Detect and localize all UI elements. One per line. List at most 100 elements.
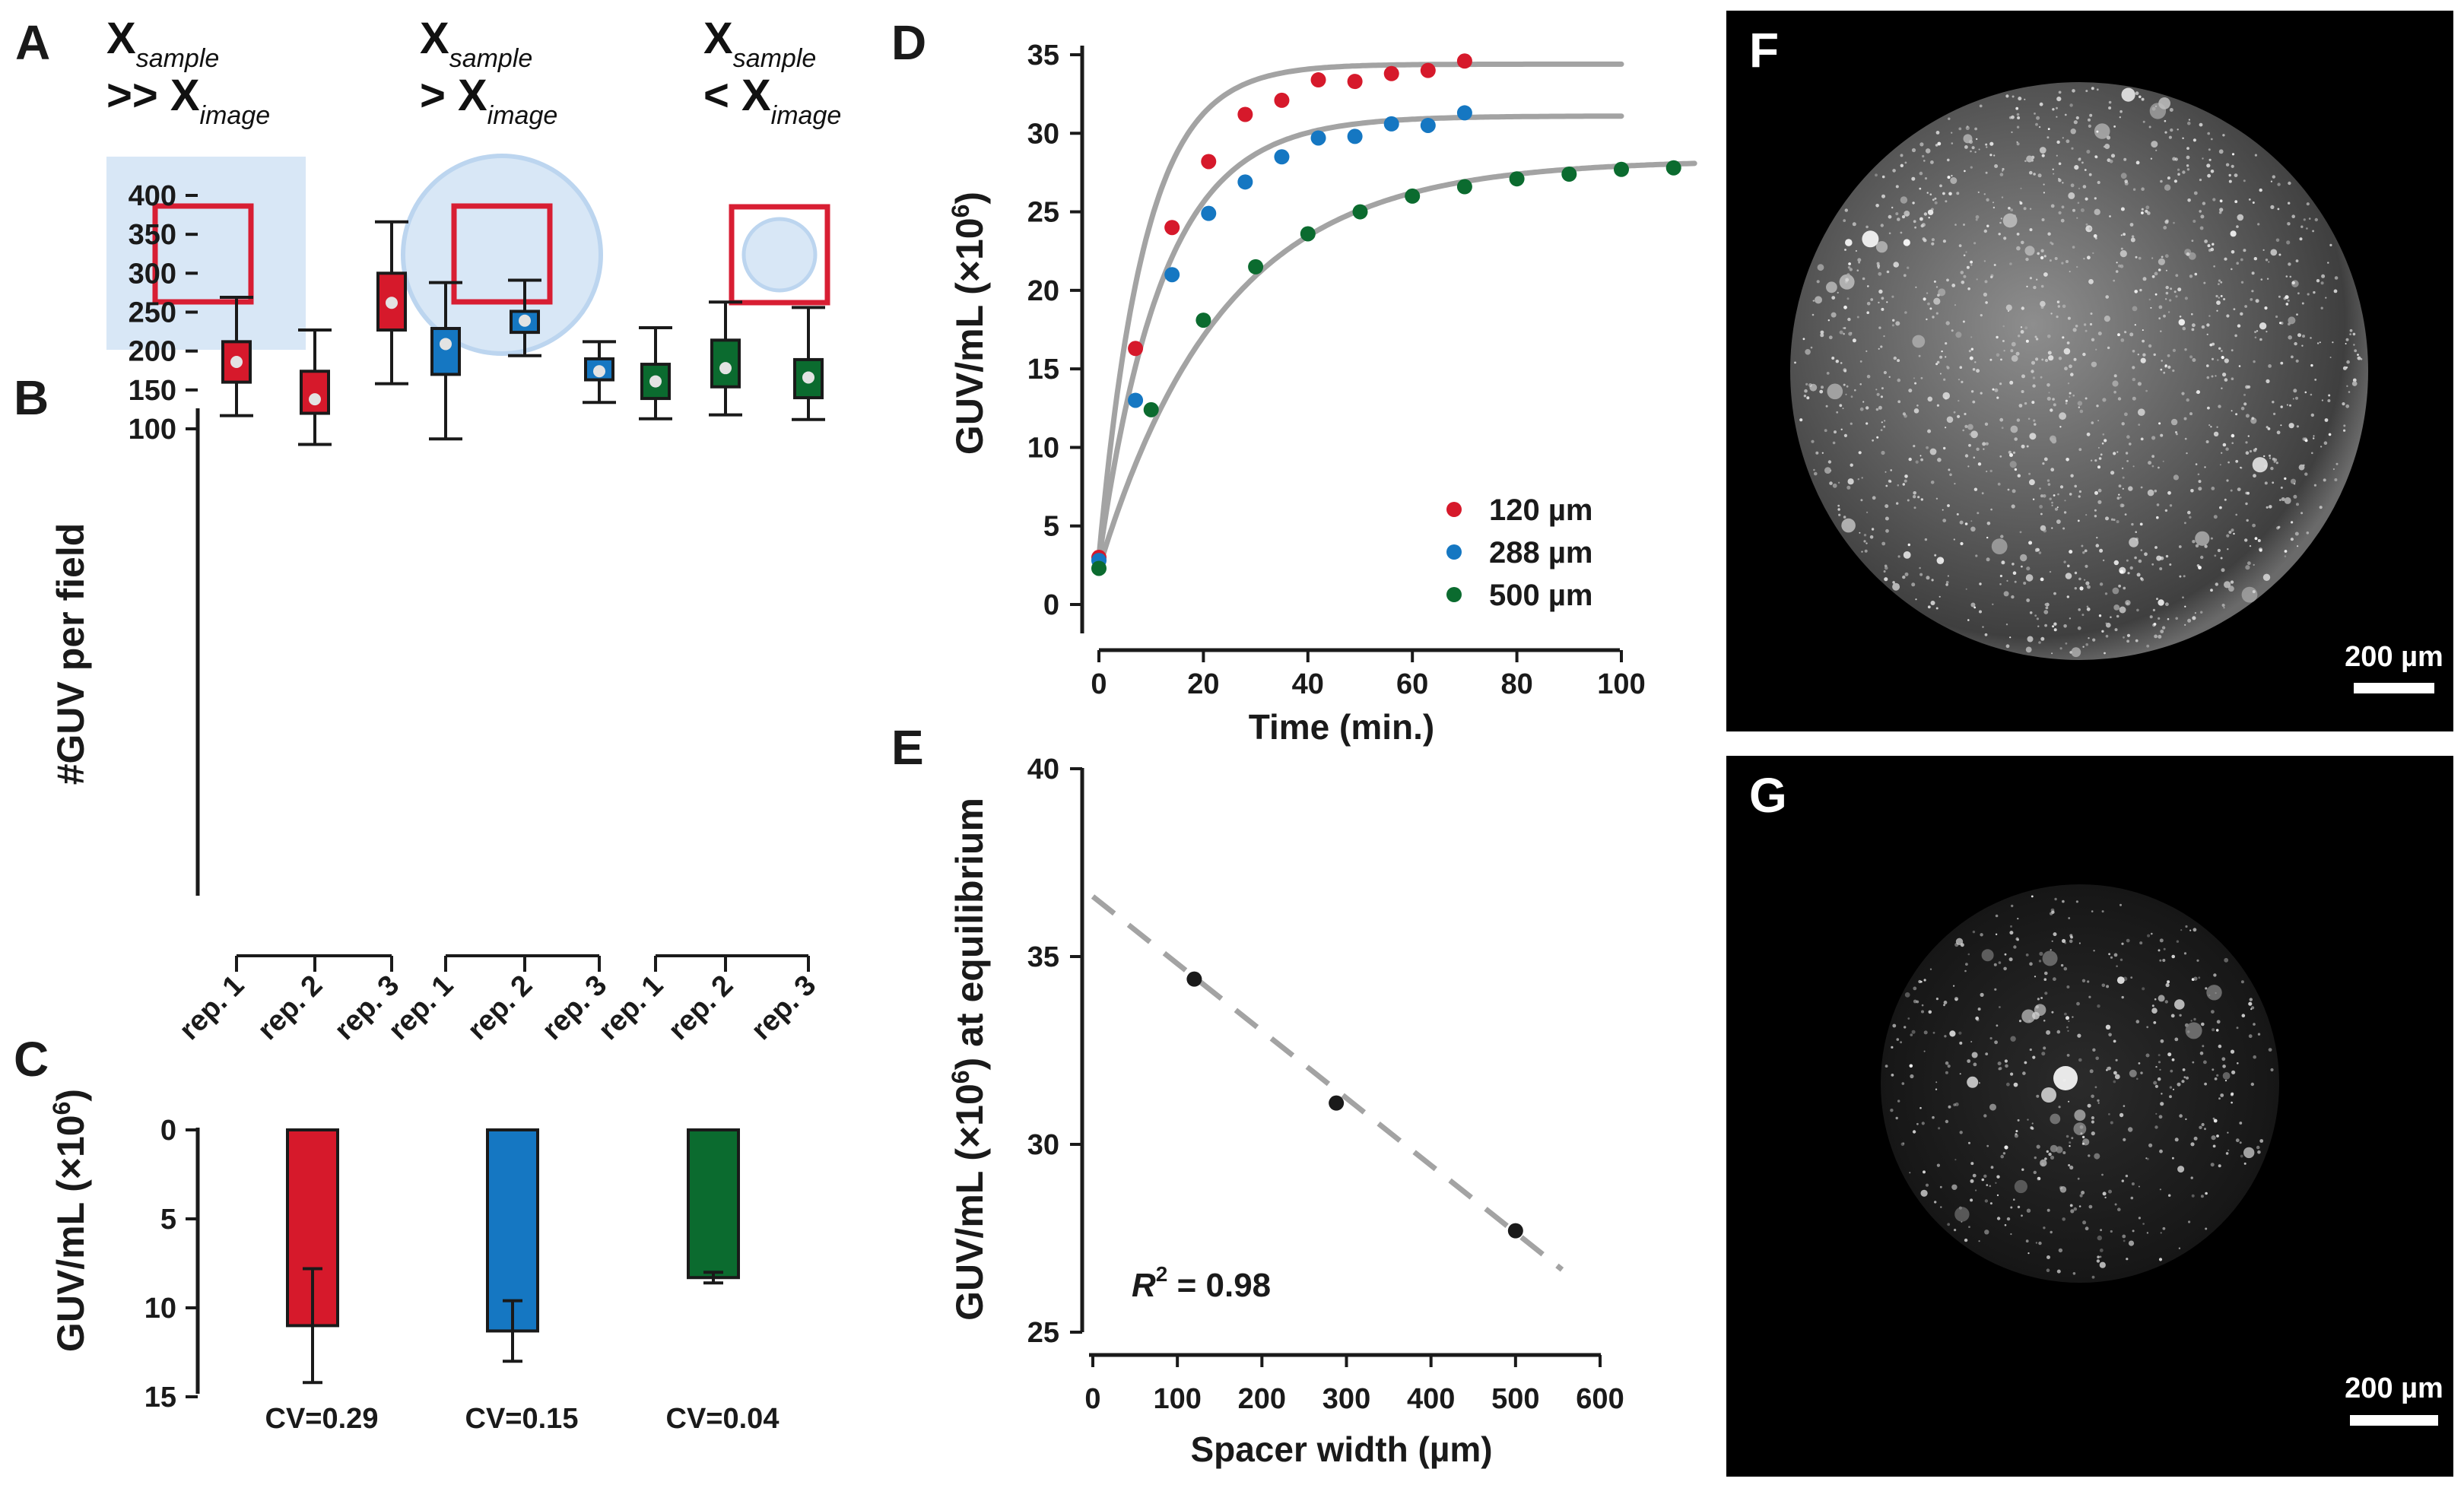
speckle — [2188, 1220, 2191, 1223]
speckle — [1915, 598, 1917, 601]
speckle — [2304, 472, 2308, 476]
speckle — [2108, 106, 2112, 109]
speckle — [2182, 1068, 2186, 1071]
speckle — [2132, 306, 2138, 312]
speckle — [1967, 953, 1970, 956]
speckle — [1963, 274, 1967, 278]
speckle — [2212, 1144, 2216, 1148]
speckle — [2077, 1177, 2080, 1180]
speckle — [1963, 254, 1966, 257]
speckle — [2088, 279, 2094, 284]
speckle — [2040, 512, 2043, 516]
speckle — [2186, 155, 2190, 160]
speckle — [2183, 952, 2187, 955]
speckle — [2280, 405, 2283, 408]
speckle — [2046, 479, 2050, 482]
speckle — [2044, 992, 2048, 995]
speckle — [1915, 286, 1917, 288]
speckle — [2253, 257, 2257, 261]
speckle — [2038, 1241, 2042, 1245]
speckle — [1861, 551, 1863, 553]
speckle — [2081, 161, 2084, 164]
speckle — [1964, 145, 1968, 149]
speckle — [2021, 374, 2025, 379]
speckle — [2257, 1150, 2261, 1154]
speckle — [2278, 253, 2281, 256]
speckle — [1914, 226, 1917, 229]
speckle — [1947, 504, 1950, 507]
speckle — [1983, 1114, 1987, 1118]
speckle — [2049, 570, 2052, 573]
speckle — [2011, 595, 2015, 599]
speckle — [2241, 1014, 2246, 1017]
speckle — [2082, 352, 2086, 357]
speckle — [2021, 1009, 2036, 1023]
speckle — [1964, 1238, 1968, 1242]
speckle — [2001, 427, 2004, 430]
speckle — [2146, 1157, 2149, 1160]
data-point — [1509, 171, 1525, 187]
speckle — [2286, 404, 2288, 406]
speckle — [2014, 437, 2018, 441]
data-point — [1561, 166, 1577, 182]
speckle — [2027, 636, 2034, 643]
bar — [286, 1128, 339, 1328]
speckle — [1907, 1017, 1910, 1020]
speckle — [2219, 506, 2222, 509]
speckle — [2063, 347, 2071, 355]
speckle — [1968, 443, 1971, 447]
speckle — [2046, 1268, 2050, 1272]
speckle — [1970, 336, 1973, 338]
speckle — [2041, 218, 2045, 221]
speckle — [2342, 402, 2345, 406]
speckle — [2005, 1064, 2008, 1068]
speckle — [2073, 1207, 2078, 1211]
speckle — [2049, 497, 2052, 500]
speckle — [2176, 940, 2180, 943]
speckle — [2016, 125, 2020, 129]
speckle — [2290, 538, 2294, 541]
speckle — [2043, 183, 2045, 186]
speckle — [2221, 1057, 2226, 1061]
speckle — [1856, 316, 1859, 319]
speckle — [2132, 396, 2136, 401]
speckle — [2296, 425, 2299, 428]
speckle — [2221, 350, 2223, 352]
speckle — [2034, 113, 2036, 115]
speckle — [2056, 140, 2060, 144]
speckle — [1926, 318, 1928, 321]
speckle — [1843, 332, 1845, 335]
speckle — [2096, 130, 2099, 133]
speckle — [2104, 652, 2106, 655]
speckle — [1850, 395, 1853, 398]
speckle — [2184, 348, 2187, 351]
speckle — [2053, 932, 2057, 937]
speckle — [2167, 365, 2171, 369]
speckle — [2179, 1014, 2182, 1017]
speckle — [1897, 359, 1900, 363]
speckle — [2148, 125, 2151, 129]
speckle — [1913, 506, 1916, 509]
speckle — [2132, 1230, 2135, 1233]
speckle — [2250, 1082, 2254, 1087]
speckle — [2224, 498, 2227, 501]
speckle — [2113, 604, 2120, 611]
speckle — [2085, 90, 2088, 93]
speckle — [2046, 396, 2051, 401]
speckle — [2255, 299, 2259, 303]
speckle — [2302, 437, 2306, 441]
speckle — [1920, 498, 1923, 501]
speckle — [2040, 1159, 2047, 1167]
speckle — [2004, 1223, 2007, 1226]
speckle — [2297, 333, 2301, 338]
speckle — [1938, 1127, 1941, 1130]
speckle — [2266, 331, 2268, 333]
speckle — [2062, 900, 2065, 903]
speckle — [2031, 360, 2035, 365]
speckle — [1827, 319, 1830, 322]
speckle — [1989, 358, 1992, 361]
speckle — [2070, 183, 2075, 188]
speckle — [1831, 296, 1836, 300]
speckle — [1815, 451, 1819, 455]
speckle — [2058, 1106, 2061, 1109]
